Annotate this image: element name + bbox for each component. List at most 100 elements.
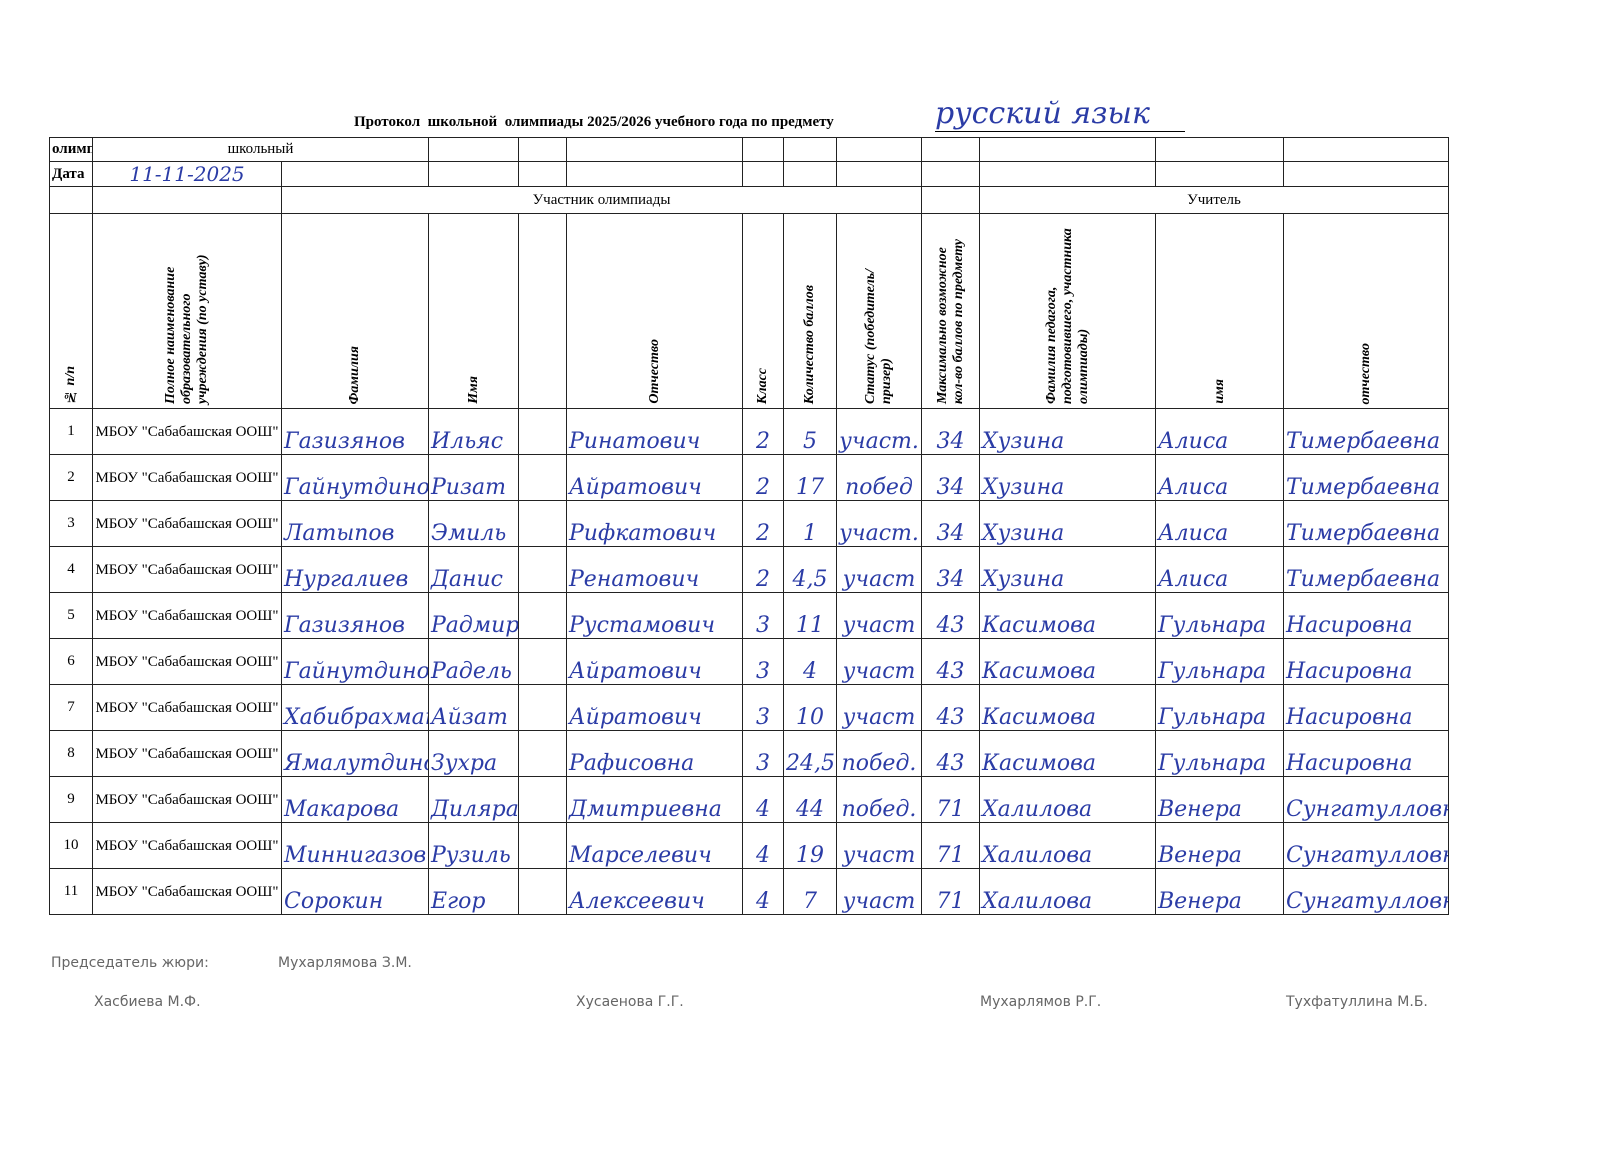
cell: Айратович (566, 454, 743, 501)
cell: побед (836, 454, 922, 501)
cell: Ильяс (428, 408, 519, 455)
cell: 6 (49, 638, 93, 685)
cell: МБОУ "Сабабашская ООШ" (92, 546, 282, 593)
cell: Тимербаевна (1283, 546, 1449, 593)
cell: 3 (742, 730, 784, 777)
cell: Эмиль (428, 500, 519, 547)
cell: 71 (921, 822, 980, 869)
cell: 2 (742, 454, 784, 501)
column-header: имя (1155, 213, 1284, 409)
cell: Радель (428, 638, 519, 685)
cell: 2 (742, 408, 784, 455)
cell: Касимова (979, 592, 1156, 639)
cell: Тимербаевна (1283, 500, 1449, 547)
cell: Сунгатулловна (1283, 822, 1449, 869)
cell: Алиса (1155, 546, 1284, 593)
data-row: 9 МБОУ "Сабабашская ООШ" Макарова Диляра Дми… (49, 776, 1449, 823)
column-header: Фамилия (281, 213, 429, 409)
column-header: № п/п (49, 213, 93, 409)
cell: МБОУ "Сабабашская ООШ" (92, 776, 282, 823)
cell: Ринатович (566, 408, 743, 455)
cell: 4 (742, 868, 784, 915)
column-header-text: Полное наименование образовательного учр… (163, 254, 210, 404)
blank-cell (518, 454, 567, 501)
cell: Халилова (979, 776, 1156, 823)
cell: 3 (49, 500, 93, 547)
cell: Тимербаевна (1283, 454, 1449, 501)
cell: 2 (742, 546, 784, 593)
column-header: Количество баллов (783, 213, 837, 409)
column-header-text: отчество (1358, 342, 1373, 404)
column-header: отчество (1283, 213, 1449, 409)
cell: 5 (783, 408, 837, 455)
member: Мухарлямов Р.Г. (980, 994, 1102, 1010)
cell: 34 (921, 546, 980, 593)
cell: Хузина (979, 500, 1156, 547)
cell: Сунгатулловна (1283, 776, 1449, 823)
column-header-text: Количество баллов (802, 284, 817, 404)
column-header-text: имя (1211, 379, 1227, 404)
subject: русский язык (935, 96, 1185, 132)
cell: 43 (921, 638, 980, 685)
data-row: 4 МБОУ "Сабабашская ООШ" Нургалиев Данис Рен… (49, 546, 1449, 593)
cell: МБОУ "Сабабашская ООШ" (92, 638, 282, 685)
cell: 7 (49, 684, 93, 731)
cell: 3 (742, 638, 784, 685)
level: школьный (92, 137, 429, 162)
participant-group: Участник олимпиады (281, 186, 922, 214)
cell: МБОУ "Сабабашская ООШ" (92, 822, 282, 869)
cell: Халилова (979, 822, 1156, 869)
cell: 71 (921, 776, 980, 823)
cell: 4 (742, 822, 784, 869)
blank-cell (518, 730, 567, 777)
cell: участ (836, 546, 922, 593)
cell: Касимова (979, 684, 1156, 731)
cell: МБОУ "Сабабашская ООШ" (92, 592, 282, 639)
cell: участ. (836, 408, 922, 455)
column-header: Максимально возможное кол-во баллов по п… (921, 213, 980, 409)
column-header-text: № п/п (63, 366, 78, 404)
cell: 1 (783, 500, 837, 547)
cell: Тимербаевна (1283, 408, 1449, 455)
column-header-text: Фамилия (347, 345, 362, 404)
cell: Сунгатулловна (1283, 868, 1449, 915)
cell: Касимова (979, 638, 1156, 685)
cell: Диляра (428, 776, 519, 823)
cell: 4 (49, 546, 93, 593)
blank-cell (518, 684, 567, 731)
cell: 43 (921, 592, 980, 639)
cell: Рафисовна (566, 730, 743, 777)
cell: Венера (1155, 868, 1284, 915)
cell: участ (836, 592, 922, 639)
column-header-text: Статус (победитель/призер) (863, 269, 894, 404)
column-header: Имя (428, 213, 519, 409)
cell: МБОУ "Сабабашская ООШ" (92, 730, 282, 777)
cell: 10 (49, 822, 93, 869)
cell: МБОУ "Сабабашская ООШ" (92, 868, 282, 915)
cell: Гайнутдинов (281, 638, 429, 685)
cell: Касимова (979, 730, 1156, 777)
cell: 43 (921, 684, 980, 731)
date-label: Дата (49, 161, 93, 187)
cell: 17 (783, 454, 837, 501)
cell: участ (836, 684, 922, 731)
cell: МБОУ "Сабабашская ООШ" (92, 408, 282, 455)
cell: Миннигазов (281, 822, 429, 869)
blank-cell (518, 213, 567, 409)
cell: Егор (428, 868, 519, 915)
cell: участ (836, 638, 922, 685)
cell: 2 (742, 500, 784, 547)
cell: 11 (49, 868, 93, 915)
cell: Халилова (979, 868, 1156, 915)
cell: Газизянов (281, 592, 429, 639)
cell: Латыпов (281, 500, 429, 547)
cell: 19 (783, 822, 837, 869)
cell: 10 (783, 684, 837, 731)
column-header: Полное наименование образовательного учр… (92, 213, 282, 409)
column-header: Отчество (566, 213, 743, 409)
cell: Макарова (281, 776, 429, 823)
cell: Гайнутдинов (281, 454, 429, 501)
data-row: 5 МБОУ "Сабабашская ООШ" Газизянов Радмир Ру… (49, 592, 1449, 639)
